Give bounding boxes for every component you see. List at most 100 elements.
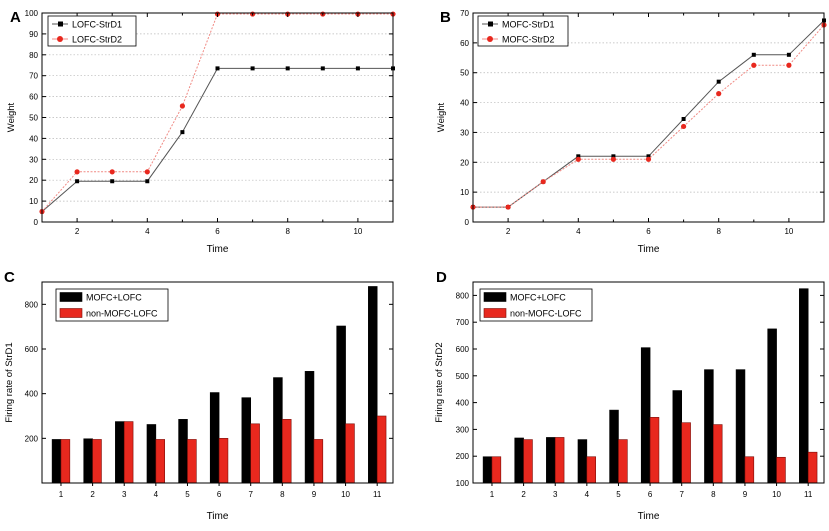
data-point (110, 179, 115, 184)
y-axis-label: Firing rate of StrD2 (434, 342, 445, 422)
bar (767, 328, 777, 484)
series-line-lofc-strd2 (41, 13, 393, 212)
bar (83, 438, 93, 484)
legend-label: LOFC-StrD2 (72, 35, 122, 45)
x-tick-label: 3 (553, 490, 558, 499)
bar (735, 369, 746, 484)
x-tick-label: 6 (648, 490, 653, 499)
data-point (786, 62, 792, 68)
x-tick-label: 7 (248, 490, 253, 499)
x-tick-label: 4 (576, 227, 581, 236)
y-tick-label: 10 (460, 188, 469, 197)
legend-marker (58, 21, 63, 27)
data-point (180, 130, 185, 135)
legend-swatch (59, 292, 83, 302)
data-point (74, 169, 80, 175)
legend-label: MOFC-StrD1 (502, 20, 555, 30)
y-tick-label: 30 (460, 128, 469, 137)
bar (92, 439, 102, 484)
legend-swatch (483, 308, 507, 318)
bar (672, 390, 683, 484)
legend-label: non-MOFC-LOFC (510, 309, 582, 319)
bar (51, 439, 62, 484)
legend-label: MOFC+LOFC (86, 293, 142, 303)
bar (799, 288, 809, 484)
bar (514, 437, 524, 484)
legend-marker (487, 36, 493, 42)
bar (273, 377, 283, 484)
bar (640, 347, 651, 484)
y-tick-label: 600 (25, 345, 39, 354)
y-tick-label: 400 (456, 399, 470, 408)
panel-label: D (436, 269, 447, 286)
x-tick-label: 2 (506, 227, 511, 236)
x-tick-label: 6 (215, 227, 220, 236)
y-tick-label: 200 (456, 452, 470, 461)
bar (681, 422, 691, 484)
bar (491, 456, 502, 484)
x-axis-label: Time (638, 511, 660, 522)
bar (123, 421, 134, 484)
legend: MOFC+LOFC non-MOFC-LOFC (55, 288, 169, 322)
x-tick-label: 2 (90, 490, 95, 499)
x-tick-label: 6 (646, 227, 651, 236)
x-tick-label: 9 (743, 490, 748, 499)
y-tick-label: 40 (29, 134, 38, 143)
data-point (716, 91, 722, 97)
y-axis-label: Firing rate of StrD1 (4, 342, 15, 422)
data-point (576, 154, 581, 159)
y-tick-label: 60 (460, 39, 469, 48)
y-tick-label: 200 (25, 434, 39, 443)
legend-label: MOFC+LOFC (510, 293, 566, 303)
panel-b: B 0 10 20 30 40 50 60 70 2 4 6 8 10 Time Weight MOFC-Str… (436, 9, 827, 255)
bar (250, 423, 260, 484)
x-tick-label: 10 (341, 490, 350, 499)
legend-label: non-MOFC-LOFC (86, 309, 158, 319)
x-tick-label: 8 (716, 227, 721, 236)
x-tick-label: 1 (490, 490, 495, 499)
x-tick-label: 7 (679, 490, 684, 499)
legend-box (477, 15, 569, 47)
legend-swatch (483, 292, 507, 302)
y-tick-label: 90 (29, 30, 38, 39)
bar (336, 325, 346, 484)
bar (209, 392, 220, 484)
bar (807, 451, 818, 484)
x-tick-label: 8 (285, 227, 290, 236)
legend-swatch (59, 308, 83, 318)
bar (554, 437, 565, 484)
y-tick-label: 100 (456, 479, 470, 488)
x-tick-label: 11 (804, 490, 813, 499)
x-tick-label: 10 (784, 227, 793, 236)
bar (776, 456, 786, 484)
data-point (109, 169, 115, 175)
x-tick-label: 5 (185, 490, 190, 499)
y-tick-label: 50 (29, 114, 38, 123)
x-tick-label: 8 (280, 490, 285, 499)
y-tick-label: 10 (29, 197, 38, 206)
panel-d: D 100 200 300 400 500 600 700 800 1 2 3 4 5 6 7 8 9 10 11 Ti… (434, 269, 825, 522)
x-tick-label: 1 (59, 490, 64, 499)
data-point (751, 52, 756, 57)
bar (115, 421, 125, 484)
bar (577, 439, 588, 484)
x-axis-label: Time (207, 244, 229, 255)
y-tick-label: 70 (460, 9, 469, 18)
x-tick-label: 5 (616, 490, 621, 499)
legend-box (47, 15, 137, 47)
bar (609, 409, 619, 484)
y-tick-label: 20 (29, 176, 38, 185)
bar (546, 437, 556, 484)
x-tick-label: 2 (521, 490, 526, 499)
data-point (611, 154, 616, 159)
bar (482, 456, 493, 484)
y-tick-label: 300 (456, 425, 470, 434)
y-tick-label: 20 (460, 158, 469, 167)
data-point (75, 179, 80, 184)
data-point (145, 179, 150, 184)
legend-marker (488, 21, 493, 27)
bar (368, 286, 378, 484)
data-point (320, 66, 325, 71)
